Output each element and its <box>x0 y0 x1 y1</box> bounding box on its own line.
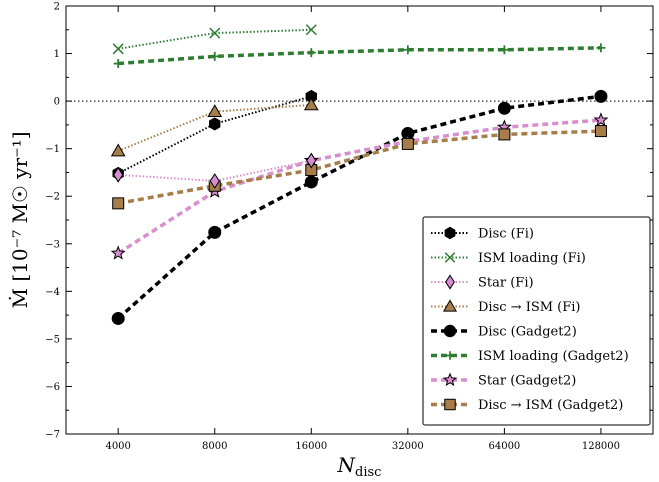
data-point <box>210 51 220 61</box>
x-tick-label: 128000 <box>582 441 620 452</box>
data-point <box>306 48 316 58</box>
legend-marker <box>443 324 457 338</box>
y-tick-label: −1 <box>45 144 60 155</box>
legend: Disc (Fi) ISM loading (Fi) Star (Fi) Disc →… <box>422 216 651 426</box>
legend-label: Disc (Gadget2) <box>478 325 577 340</box>
x-axis-label: Ndisc <box>337 453 382 480</box>
data-point <box>303 97 319 111</box>
data-point <box>596 43 606 53</box>
data-point <box>111 311 125 325</box>
legend-marker <box>444 252 456 263</box>
data-point <box>209 27 221 39</box>
x-tick-label: 16000 <box>295 441 327 452</box>
legend-label: ISM loading (Fi) <box>478 251 586 266</box>
y-tick-label: −5 <box>45 334 60 345</box>
y-tick-label: −2 <box>45 192 60 203</box>
x-axis-label-sub: disc <box>355 465 381 480</box>
legend-label: Star (Fi) <box>478 276 534 291</box>
series-line <box>117 129 601 206</box>
series-line <box>117 118 602 255</box>
legend-label: Disc → ISM (Fi) <box>478 300 581 315</box>
legend-label: Star (Gadget2) <box>478 374 576 389</box>
data-point <box>304 175 318 189</box>
x-tick-label: 64000 <box>488 441 520 452</box>
legend-entry: Disc (Gadget2) <box>431 325 577 340</box>
y-tick-label: 1 <box>54 49 60 60</box>
axes-layer: 4000 8000 16000 32000 64000 128000 −7 −6 −5 −4 −3 −… <box>45 2 653 452</box>
legend-entry: ISM loading (Fi) <box>431 251 586 266</box>
series-line <box>117 103 312 152</box>
x-tick-label: 4000 <box>105 441 130 452</box>
data-point <box>498 128 511 141</box>
data-point <box>110 143 126 157</box>
data-point <box>113 166 124 183</box>
legend-entry: ISM loading (Gadget2) <box>431 349 629 364</box>
data-point <box>305 24 317 36</box>
data-point <box>497 101 511 115</box>
data-point <box>499 45 509 55</box>
y-tick-label: −6 <box>45 382 60 393</box>
y-tick-label: −3 <box>45 239 60 250</box>
x-axis-label-main: N <box>337 453 357 477</box>
data-point <box>112 43 124 55</box>
legend-entry: Disc (Fi) <box>431 227 534 242</box>
y-tick-label: 0 <box>54 97 60 108</box>
data-point <box>594 125 607 138</box>
series-1 <box>112 24 317 55</box>
legend-label: Disc (Fi) <box>478 227 534 242</box>
series-5 <box>113 43 606 69</box>
legend-marker <box>442 372 458 387</box>
x-tick-label: 32000 <box>392 441 424 452</box>
data-point <box>593 112 609 127</box>
legend-marker <box>445 351 455 360</box>
legend-entry: Disc → ISM (Gadget2) <box>431 398 623 413</box>
series-line <box>118 159 312 183</box>
y-tick-label: 2 <box>54 2 60 13</box>
legend-marker <box>445 274 455 290</box>
data-point <box>112 197 125 210</box>
legend-entry: Star (Gadget2) <box>431 372 576 389</box>
x-tick-label: 8000 <box>202 441 227 452</box>
legend-label: ISM loading (Gadget2) <box>478 349 629 364</box>
series-3 <box>110 97 319 157</box>
series-layer <box>110 24 609 325</box>
y-tick-label: −4 <box>45 287 60 298</box>
legend-entry: Star (Fi) <box>431 274 534 291</box>
data-point <box>207 104 223 117</box>
data-point <box>401 137 414 150</box>
series-line <box>117 95 312 175</box>
legend-entry: Disc → ISM (Fi) <box>431 299 581 315</box>
data-point <box>209 173 220 189</box>
series-2 <box>113 152 317 189</box>
data-point <box>208 225 222 239</box>
y-axis-label: Ṁ [10⁻⁷ M☉ yr⁻¹] <box>8 131 32 308</box>
series-line <box>118 46 601 66</box>
legend-marker <box>442 299 458 312</box>
legend-label: Disc → ISM (Gadget2) <box>478 398 623 413</box>
data-point <box>403 45 413 55</box>
series-0 <box>112 89 317 180</box>
data-point <box>113 59 123 69</box>
legend-marker <box>444 226 456 240</box>
data-point <box>306 152 317 169</box>
data-point <box>209 117 221 131</box>
legend-marker <box>444 398 456 411</box>
data-point <box>110 245 126 260</box>
data-point <box>594 89 608 103</box>
legend-box <box>422 216 651 426</box>
y-tick-label: −7 <box>45 430 60 441</box>
series-line <box>118 28 312 50</box>
